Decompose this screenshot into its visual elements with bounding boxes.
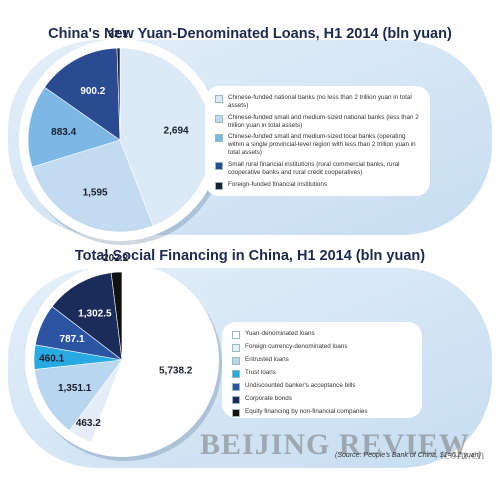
data-label: 900.2 [80,86,105,97]
legend-item: Chinese-funded small and medium-sized lo… [215,133,420,157]
legend-item: Chinese-funded small and medium-sized na… [215,114,420,130]
legend-label: Foreign-funded financial institutions [228,180,328,188]
legend-swatch [232,409,240,417]
chart-title: Total Social Financing in China, H1 2014… [74,248,426,264]
legend-swatch [232,396,240,404]
pie-slice [44,47,121,141]
legend: Yuan-denominated loans Foreign currency-d… [222,322,422,418]
legend-label: Yuan-denominated loans [245,330,315,337]
legend-swatch [215,162,223,171]
legend-swatch [215,114,223,123]
legend: Chinese-funded national banks (no less t… [205,86,430,196]
data-label: 1,595 [83,187,108,198]
legend-item: Foreign currency-denominated loans [232,343,412,352]
pie-slice [31,139,154,233]
legend-item: Undiscounted banker's acceptance bills [232,382,412,391]
chart-title: China's New Yuan-Denominated Loans, H1 2… [48,26,452,42]
source-note: (Source: People's Bank of China, $1=6.2 … [335,452,481,459]
legend-swatch [232,370,240,378]
legend-label: Undiscounted banker's acceptance bills [245,382,356,389]
legend-swatch [215,181,223,190]
legend-label: Small rural financial institutions (rura… [228,161,400,176]
legend-swatch [232,344,240,352]
legend-item: Corporate bonds [232,395,412,404]
legend-swatch [232,383,240,391]
data-label: 2,694 [164,126,189,137]
legend-label: Chinese-funded small and medium-sized na… [228,113,419,129]
legend-label: Foreign currency-denominated loans [245,343,348,350]
pie-slice [110,271,123,361]
pie-slice [116,47,121,141]
legend-item: Entrusted loans [232,356,412,365]
legend-item: Foreign-funded financial institutions [215,181,420,190]
pie-slice [90,271,211,449]
data-label: 463.2 [76,418,101,429]
legend-swatch [215,134,223,143]
legend-label: Chinese-funded national banks (no less t… [228,94,412,109]
legend-item: Yuan-denominated loans [232,330,412,339]
legend-label: Chinese-funded small and medium-sized lo… [228,133,416,157]
legend-item: Small rural financial institutions (rura… [215,161,420,177]
data-label: 460.1 [39,354,64,365]
pie-slice [34,359,123,432]
legend-label: Corporate bonds [245,395,292,402]
legend-swatch [232,331,240,339]
legend-label: Entrusted loans [245,356,289,363]
watermark: BEIJING REVIEW [200,428,470,461]
pie-slice [27,86,121,168]
data-label: 5,738.2 [159,366,193,377]
legend-item: Chinese-funded national banks (no less t… [215,94,420,110]
pie-slice [51,272,123,361]
legend-label: Equity financing by non-financial compan… [245,408,368,415]
legend-swatch [232,357,240,365]
legend-label: Trust loans [245,369,276,376]
data-label: 1,302.5 [78,309,112,320]
legend-item: Trust loans [232,369,412,378]
data-label: 883.4 [51,127,76,138]
legend-swatch [215,95,223,103]
data-label: 202.2 [103,253,128,264]
data-label: 1,351.1 [58,383,92,394]
watermark: .com.cn [440,448,485,463]
data-label: 787.1 [60,334,85,345]
legend-item: Equity financing by non-financial compan… [232,408,412,417]
data-label: 32.1 [108,29,128,40]
